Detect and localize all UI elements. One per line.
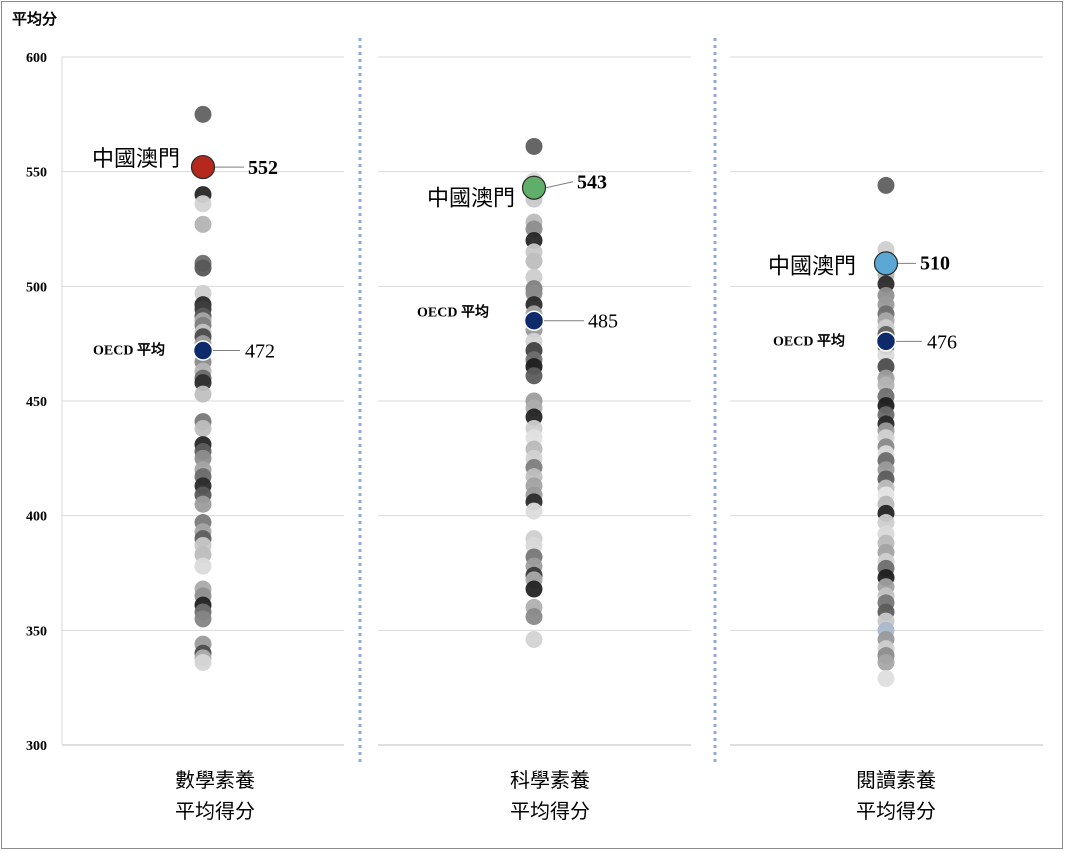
highlight-leader-line [545, 181, 574, 189]
panel-separators [358, 38, 717, 762]
highlight-value: 543 [577, 172, 607, 194]
highlight-value: 552 [248, 157, 278, 179]
highlight-label: 中國澳門 [427, 186, 515, 211]
oecd-average-point [523, 310, 545, 331]
data-point [194, 653, 212, 671]
data-point [525, 137, 543, 155]
y-tick-label: 600 [26, 51, 47, 66]
data-point [194, 495, 212, 513]
oecd-average-label: OECD 平均 [93, 342, 165, 359]
data-point [194, 557, 212, 575]
data-point [525, 580, 543, 598]
data-point [194, 215, 212, 233]
data-point [525, 252, 543, 270]
data-point [877, 176, 895, 194]
data-point [525, 608, 543, 626]
oecd-average-point [192, 340, 214, 361]
category-label: 數學素養 [175, 769, 255, 792]
highlight-point [873, 251, 899, 276]
y-tick-label: 400 [26, 510, 47, 525]
data-point [194, 195, 212, 213]
highlight-label: 中國澳門 [768, 253, 856, 278]
data-point [877, 669, 895, 687]
y-tick-label: 550 [26, 166, 47, 181]
category-sublabel: 平均得分 [510, 800, 590, 823]
oecd-average-value: 476 [927, 331, 957, 353]
highlight-value: 510 [920, 252, 950, 274]
y-tick-label: 350 [26, 624, 47, 639]
data-point [877, 653, 895, 671]
category-label: 科學素養 [510, 769, 590, 792]
y-tick-label: 500 [26, 280, 47, 295]
data-point [194, 105, 212, 123]
data-point [194, 259, 212, 277]
oecd-average-point [875, 331, 897, 352]
data-point [194, 420, 212, 438]
data-point [525, 502, 543, 520]
category-sublabel: 平均得分 [175, 800, 255, 823]
y-tick-label: 450 [26, 395, 47, 410]
data-point [194, 610, 212, 628]
category-sublabel: 平均得分 [856, 800, 936, 823]
y-tick-label: 300 [26, 739, 47, 754]
oecd-average-label: OECD 平均 [417, 304, 489, 321]
oecd-average-value: 472 [245, 341, 275, 363]
highlight-label: 中國澳門 [92, 146, 180, 171]
highlight-point [521, 175, 547, 200]
data-point [525, 367, 543, 385]
y-ticks: 300 350 400 450 500 550 600 [26, 51, 47, 754]
y-axis-label: 平均分 [12, 10, 57, 28]
highlight-point [190, 154, 216, 180]
data-point [194, 385, 212, 403]
oecd-average-label: OECD 平均 [773, 332, 845, 349]
oecd-average-value: 485 [588, 311, 618, 333]
data-point [525, 631, 543, 649]
category-label: 閱讀素養 [856, 769, 936, 792]
